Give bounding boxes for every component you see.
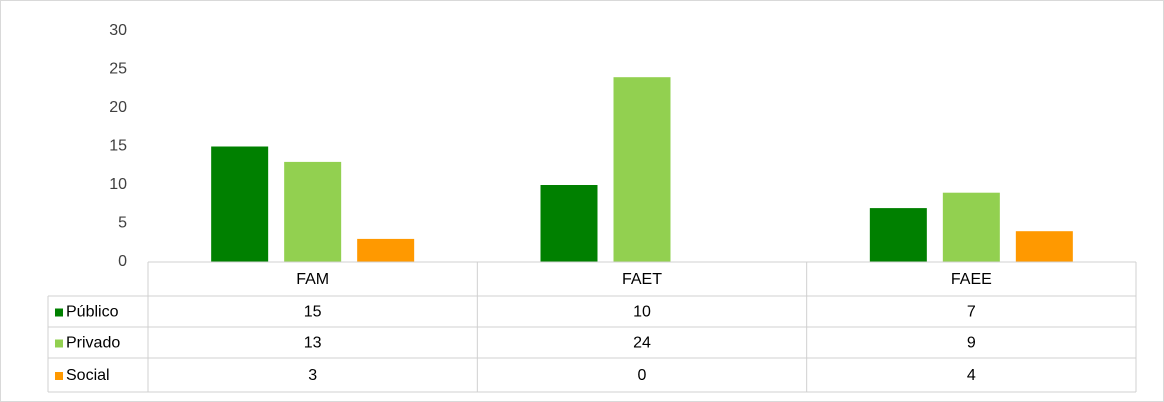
bar bbox=[284, 161, 342, 262]
legend-key bbox=[55, 372, 63, 380]
legend-key bbox=[55, 308, 63, 317]
x-tick-label: FAET bbox=[622, 271, 662, 288]
table-value: 9 bbox=[967, 335, 976, 352]
bar bbox=[869, 208, 927, 262]
table-value: 24 bbox=[633, 335, 651, 352]
legend-label: Social bbox=[66, 367, 110, 384]
legend-label: Público bbox=[66, 304, 119, 321]
bar bbox=[1015, 231, 1073, 262]
y-tick-label: 25 bbox=[109, 61, 127, 78]
y-tick-label: 30 bbox=[109, 22, 127, 39]
y-tick-label: 0 bbox=[118, 253, 127, 270]
x-tick-label: FAM bbox=[296, 271, 329, 288]
y-tick-label: 10 bbox=[109, 176, 127, 193]
table-value: 3 bbox=[308, 367, 317, 384]
y-tick-label: 15 bbox=[109, 138, 127, 155]
table-value: 15 bbox=[304, 304, 322, 321]
x-tick-label: FAEE bbox=[951, 271, 992, 288]
legend-key bbox=[55, 339, 63, 348]
bar bbox=[211, 146, 269, 262]
bar bbox=[357, 238, 415, 262]
bar bbox=[613, 77, 671, 262]
table-value: 13 bbox=[304, 335, 322, 352]
bar bbox=[942, 192, 1000, 262]
legend-label: Privado bbox=[66, 335, 120, 352]
table-value: 10 bbox=[633, 304, 651, 321]
table-value: 4 bbox=[967, 367, 976, 384]
table-value: 7 bbox=[967, 304, 976, 321]
y-tick-label: 5 bbox=[118, 215, 127, 232]
bar bbox=[540, 185, 598, 262]
y-tick-label: 20 bbox=[109, 99, 127, 116]
table-value: 0 bbox=[638, 367, 647, 384]
